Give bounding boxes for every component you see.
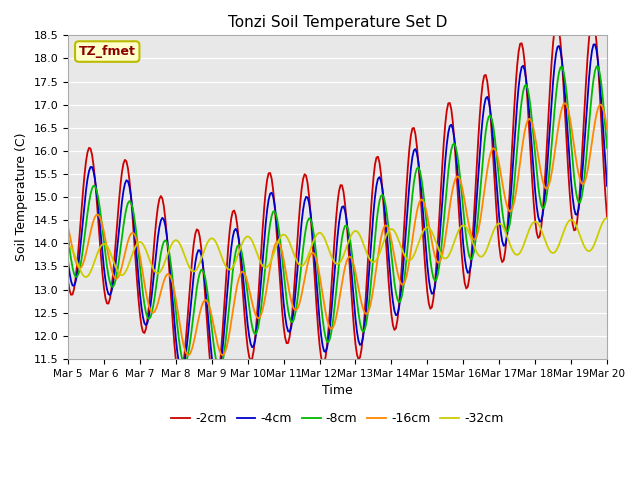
-8cm — [216, 367, 223, 372]
Y-axis label: Soil Temperature (C): Soil Temperature (C) — [15, 133, 28, 262]
-4cm — [403, 220, 410, 226]
-2cm — [539, 210, 547, 216]
-8cm — [390, 279, 398, 285]
-2cm — [588, 16, 596, 22]
-2cm — [64, 278, 72, 284]
-16cm — [603, 126, 611, 132]
-32cm — [64, 243, 72, 249]
-32cm — [403, 256, 410, 262]
-16cm — [390, 253, 398, 259]
-2cm — [403, 186, 410, 192]
-8cm — [593, 63, 600, 69]
-8cm — [79, 246, 87, 252]
-2cm — [372, 155, 380, 160]
-4cm — [591, 41, 599, 47]
-8cm — [403, 257, 410, 263]
-4cm — [164, 247, 172, 252]
-16cm — [561, 100, 569, 106]
-4cm — [212, 378, 220, 384]
Title: Tonzi Soil Temperature Set D: Tonzi Soil Temperature Set D — [228, 15, 447, 30]
-16cm — [539, 178, 547, 183]
-32cm — [79, 272, 87, 278]
-8cm — [539, 205, 547, 211]
-2cm — [164, 253, 172, 259]
-32cm — [603, 215, 611, 221]
Line: -16cm: -16cm — [68, 103, 607, 355]
-4cm — [603, 183, 611, 189]
-4cm — [539, 212, 547, 218]
-2cm — [211, 390, 219, 396]
-32cm — [372, 257, 380, 263]
Line: -2cm: -2cm — [68, 19, 607, 393]
-4cm — [372, 183, 380, 189]
-2cm — [390, 327, 398, 333]
Legend: -2cm, -4cm, -8cm, -16cm, -32cm: -2cm, -4cm, -8cm, -16cm, -32cm — [166, 407, 509, 430]
-32cm — [82, 274, 90, 280]
-32cm — [390, 228, 398, 234]
-16cm — [403, 274, 410, 279]
-8cm — [372, 220, 380, 226]
-8cm — [64, 234, 72, 240]
-4cm — [390, 308, 398, 313]
-8cm — [164, 245, 172, 251]
-4cm — [64, 259, 72, 264]
-16cm — [372, 264, 380, 270]
X-axis label: Time: Time — [322, 384, 353, 397]
-32cm — [539, 230, 547, 236]
-8cm — [603, 145, 611, 151]
-2cm — [79, 189, 87, 194]
-16cm — [79, 261, 87, 267]
-32cm — [166, 245, 173, 251]
-16cm — [164, 271, 172, 277]
-4cm — [79, 216, 87, 222]
Line: -4cm: -4cm — [68, 44, 607, 381]
-16cm — [184, 352, 191, 358]
Line: -8cm: -8cm — [68, 66, 607, 370]
Line: -32cm: -32cm — [68, 218, 607, 277]
Text: TZ_fmet: TZ_fmet — [79, 45, 136, 58]
-2cm — [603, 214, 611, 219]
-16cm — [64, 224, 72, 230]
